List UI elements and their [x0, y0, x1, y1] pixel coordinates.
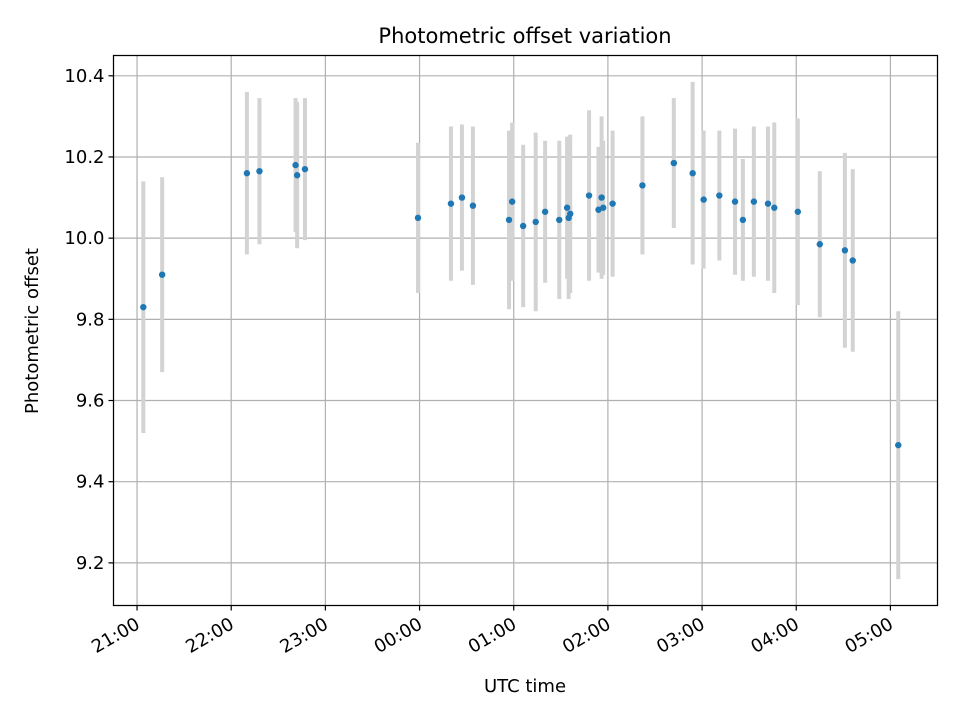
data-point: [771, 204, 778, 211]
y-axis-ticks: 9.2 9.4 9.6 9.8 10.0 10.2 10.4: [64, 66, 114, 574]
data-point: [794, 208, 802, 215]
x-axis-title: UTC time: [484, 676, 566, 697]
y-tick-label: 9.8: [76, 309, 105, 330]
data-point: [670, 159, 678, 167]
data-point: [458, 194, 466, 201]
y-tick-label: 10.0: [64, 228, 104, 249]
data-point: [140, 303, 147, 311]
data-point: [599, 204, 607, 211]
data-point: [849, 257, 856, 264]
y-tick-label: 10.2: [64, 147, 104, 168]
data-point: [414, 214, 422, 222]
data-point: [293, 172, 301, 179]
data-point: [532, 218, 539, 226]
y-axis-title: Photometric offset: [22, 248, 43, 414]
data-points: [140, 159, 902, 449]
data-point: [689, 170, 696, 177]
data-point: [750, 198, 758, 205]
data-point: [567, 210, 574, 218]
y-tick-label: 10.4: [64, 66, 104, 87]
data-point: [243, 170, 251, 177]
data-point: [158, 271, 166, 278]
chart-title: Photometric offset variation: [378, 24, 671, 48]
data-point: [556, 216, 563, 224]
data-point: [256, 167, 263, 175]
data-point: [639, 182, 646, 189]
data-point: [731, 198, 739, 205]
data-point: [585, 192, 593, 199]
data-point: [469, 202, 477, 209]
plot-frame: [112, 54, 939, 607]
y-tick-label: 9.6: [76, 391, 105, 412]
data-point: [563, 204, 571, 211]
data-point: [700, 196, 707, 203]
y-tick-label: 9.4: [76, 472, 105, 493]
data-point: [598, 194, 605, 201]
data-point: [816, 241, 823, 248]
data-point: [609, 200, 616, 207]
data-point: [895, 441, 902, 449]
data-point: [764, 200, 772, 207]
data-point: [447, 200, 455, 207]
data-point: [541, 208, 549, 215]
data-point: [841, 247, 849, 254]
y-tick-label: 9.2: [76, 553, 105, 574]
data-point: [292, 161, 299, 169]
data-point: [505, 216, 513, 224]
data-point: [519, 222, 527, 230]
data-point: [301, 165, 309, 173]
data-point: [716, 192, 723, 199]
data-point: [739, 216, 747, 224]
data-point: [508, 198, 516, 205]
